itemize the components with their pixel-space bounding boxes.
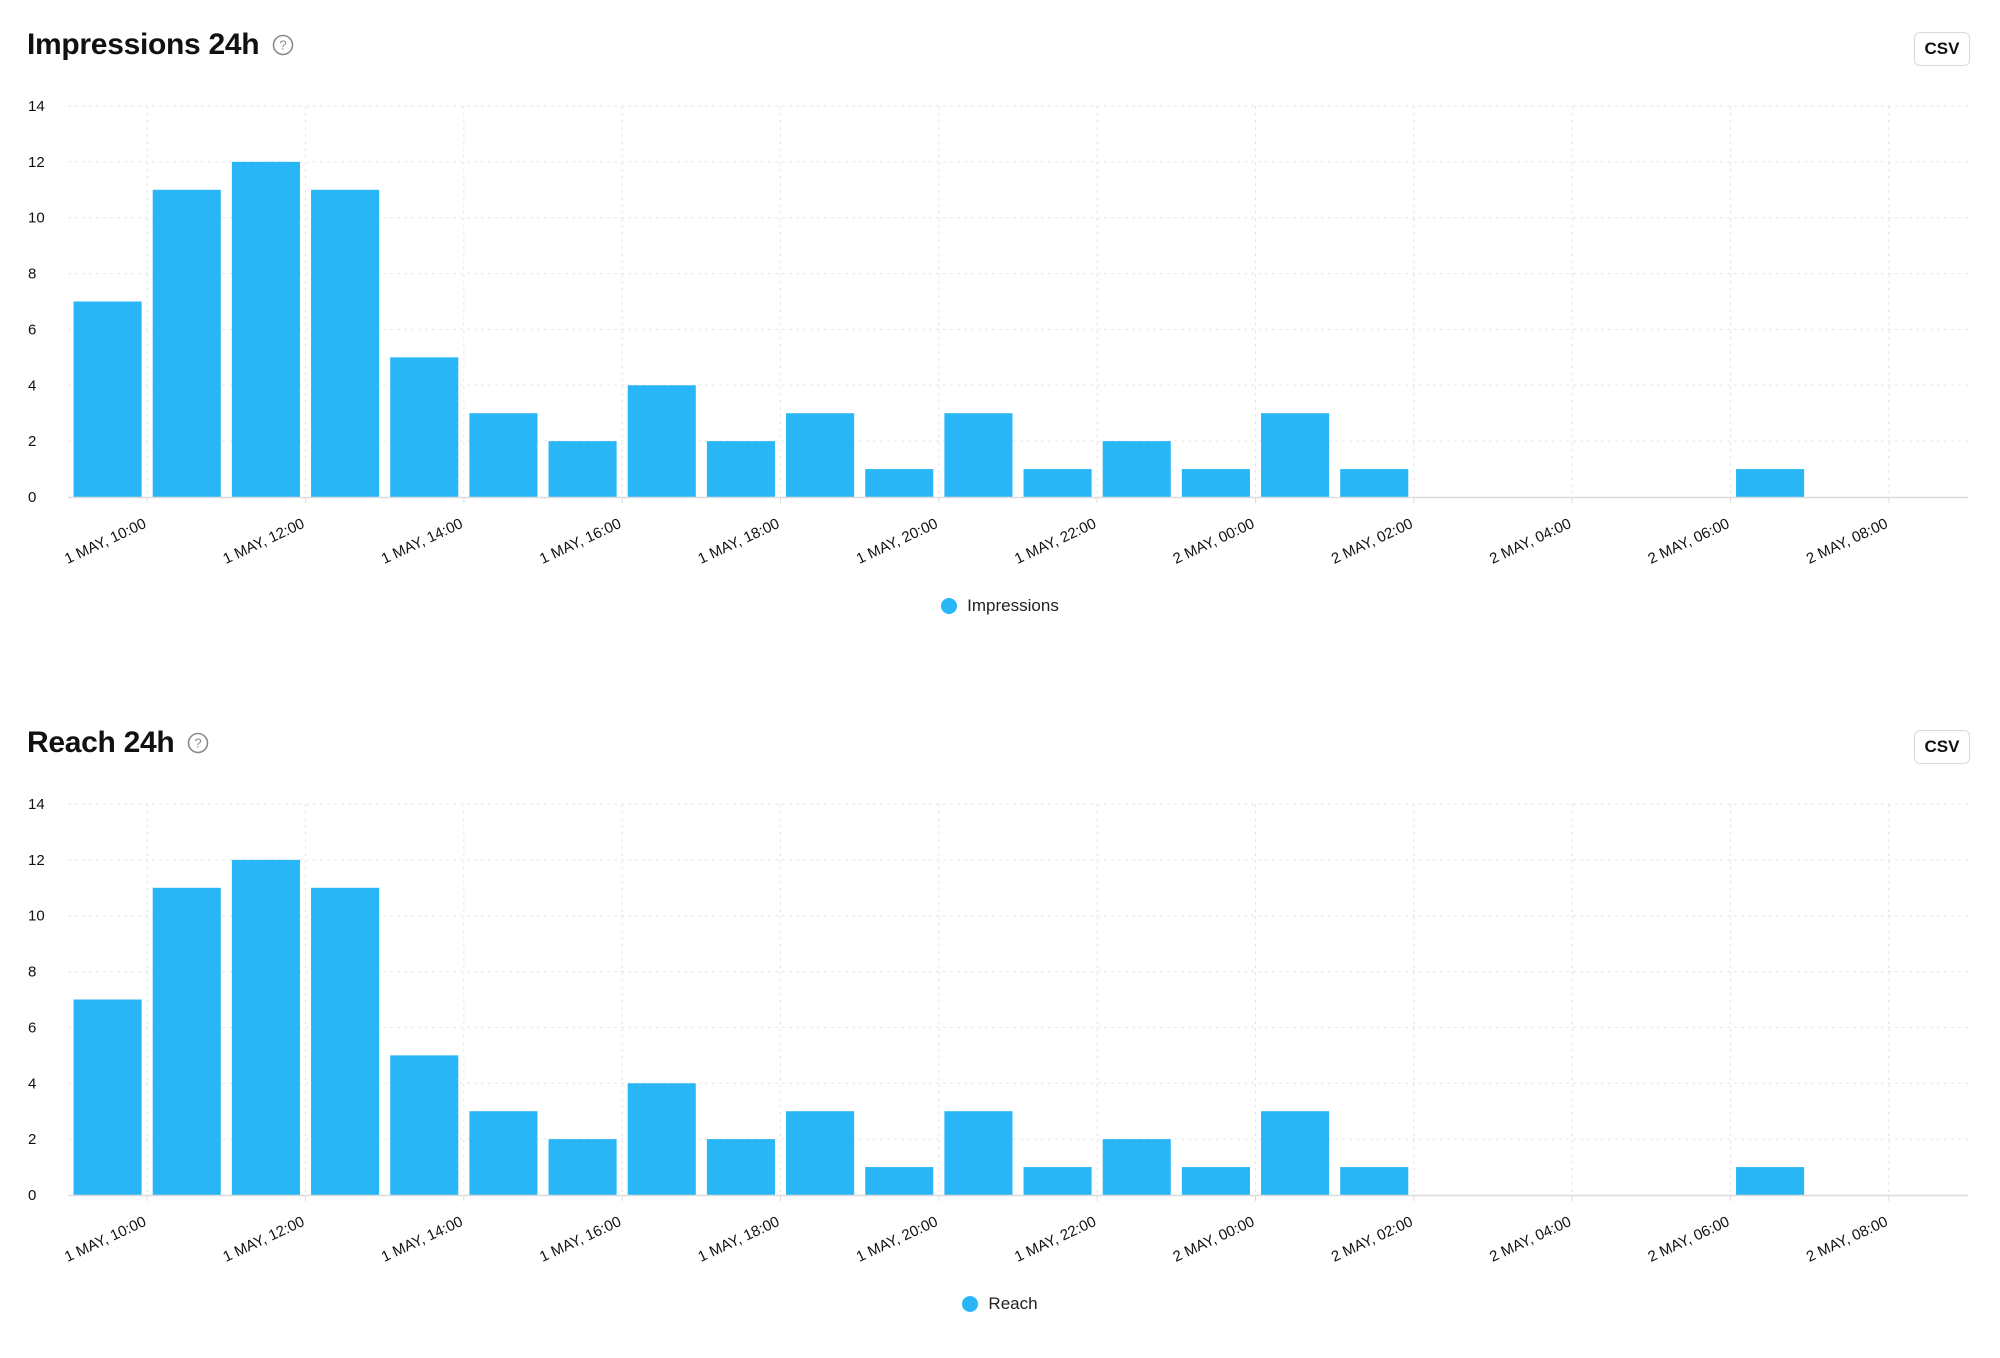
bar[interactable] [786, 1111, 855, 1195]
panel-title: Reach 24h [27, 726, 175, 759]
bar[interactable] [865, 469, 934, 497]
bar[interactable] [1181, 1167, 1250, 1195]
bar[interactable] [152, 189, 221, 497]
y-tick-label: 4 [28, 1075, 36, 1092]
bar[interactable] [1023, 469, 1092, 497]
bar[interactable] [1102, 1139, 1171, 1195]
reach-panel: Reach 24h ? CSV 0 2 4 6 8 10 12 14 1 MAY, 10:00 1… [0, 698, 2000, 1358]
x-tick-label: 2 MAY, 04:00 [1487, 515, 1574, 568]
reach-bar-chart: 0 2 4 6 8 10 12 14 1 MAY, 10:00 1 MAY, 12:00 1 MAY… [28, 796, 1968, 1266]
legend-swatch [941, 598, 958, 614]
bar[interactable] [944, 413, 1013, 497]
bar[interactable] [786, 413, 855, 497]
x-tick-label: 1 MAY, 10:00 [62, 1213, 149, 1266]
y-tick-label: 0 [28, 1187, 36, 1204]
bar[interactable] [1340, 1167, 1409, 1195]
chart-legend: Reach [0, 1294, 2000, 1314]
bar[interactable] [1261, 1111, 1330, 1195]
x-tick-label: 1 MAY, 18:00 [695, 515, 782, 568]
x-tick-label: 1 MAY, 14:00 [379, 1213, 466, 1266]
x-tick-label: 2 MAY, 00:00 [1170, 1213, 1257, 1266]
legend-swatch [962, 1296, 979, 1312]
x-tick-label: 2 MAY, 02:00 [1329, 1213, 1416, 1266]
y-tick-label: 14 [28, 98, 45, 115]
x-tick-label: 1 MAY, 22:00 [1012, 515, 1099, 568]
y-tick-label: 0 [28, 489, 36, 506]
bar[interactable] [1102, 441, 1171, 497]
x-tick-label: 2 MAY, 08:00 [1804, 515, 1891, 568]
y-tick-label: 12 [28, 154, 45, 171]
bar[interactable] [548, 441, 617, 497]
bar[interactable] [469, 413, 538, 497]
y-tick-label: 8 [28, 266, 36, 283]
x-tick-label: 2 MAY, 06:00 [1645, 515, 1732, 568]
bar[interactable] [231, 859, 300, 1195]
y-tick-label: 6 [28, 1019, 36, 1036]
impressions-panel: Impressions 24h ? CSV 0 2 4 6 8 10 12 14 1 MAY, … [0, 0, 2000, 660]
bar[interactable] [944, 1111, 1013, 1195]
x-tick-label: 1 MAY, 16:00 [537, 515, 624, 568]
bar[interactable] [706, 441, 775, 497]
x-tick-label: 1 MAY, 10:00 [62, 515, 149, 568]
panel-header: Impressions 24h ? [27, 28, 295, 62]
x-tick-label: 2 MAY, 08:00 [1804, 1213, 1891, 1266]
x-tick-label: 1 MAY, 14:00 [379, 515, 466, 568]
bar[interactable] [311, 189, 380, 497]
x-tick-label: 1 MAY, 20:00 [854, 1213, 941, 1266]
x-tick-label: 2 MAY, 00:00 [1170, 515, 1257, 568]
x-tick-label: 1 MAY, 22:00 [1012, 1213, 1099, 1266]
bar[interactable] [1736, 1167, 1805, 1195]
bar[interactable] [1181, 469, 1250, 497]
bar[interactable] [706, 1139, 775, 1195]
x-tick-label: 2 MAY, 06:00 [1645, 1213, 1732, 1266]
bar[interactable] [548, 1139, 617, 1195]
y-tick-label: 10 [28, 210, 45, 227]
bar[interactable] [231, 161, 300, 497]
x-tick-label: 2 MAY, 02:00 [1329, 515, 1416, 568]
x-tick-label: 1 MAY, 20:00 [854, 515, 941, 568]
x-tick-label: 1 MAY, 12:00 [220, 515, 307, 568]
bar[interactable] [390, 357, 459, 497]
chart-legend: Impressions [0, 596, 2000, 616]
legend-label: Reach [988, 1294, 1038, 1313]
bar[interactable] [73, 999, 142, 1196]
bar[interactable] [1340, 469, 1409, 497]
bar[interactable] [627, 385, 696, 497]
x-tick-label: 1 MAY, 18:00 [695, 1213, 782, 1266]
csv-download-button[interactable]: CSV [1914, 730, 1970, 764]
bar[interactable] [469, 1111, 538, 1195]
bar[interactable] [152, 887, 221, 1195]
panel-title: Impressions 24h [27, 28, 260, 61]
svg-text:?: ? [280, 38, 287, 53]
bar[interactable] [1261, 413, 1330, 497]
bar[interactable] [865, 1167, 934, 1195]
bar[interactable] [627, 1083, 696, 1195]
y-tick-label: 10 [28, 908, 45, 925]
y-tick-label: 2 [28, 1131, 36, 1148]
impressions-bar-chart: 0 2 4 6 8 10 12 14 1 MAY, 10:00 1 MAY, 12:00 1 MAY… [28, 98, 1968, 568]
legend-label: Impressions [967, 596, 1059, 615]
y-tick-label: 12 [28, 852, 45, 869]
y-tick-label: 4 [28, 377, 36, 394]
svg-text:?: ? [195, 736, 202, 751]
bar[interactable] [390, 1055, 459, 1195]
x-tick-label: 1 MAY, 16:00 [537, 1213, 624, 1266]
question-circle-icon[interactable]: ? [271, 33, 295, 57]
question-circle-icon[interactable]: ? [186, 731, 210, 755]
panel-header: Reach 24h ? [27, 726, 210, 760]
y-tick-label: 14 [28, 796, 45, 813]
bar[interactable] [1736, 469, 1805, 497]
y-tick-label: 8 [28, 964, 36, 981]
bar[interactable] [73, 301, 142, 498]
bar[interactable] [311, 887, 380, 1195]
bar[interactable] [1023, 1167, 1092, 1195]
y-tick-label: 2 [28, 433, 36, 450]
y-tick-label: 6 [28, 321, 36, 338]
x-tick-label: 1 MAY, 12:00 [220, 1213, 307, 1266]
csv-download-button[interactable]: CSV [1914, 32, 1970, 66]
x-tick-label: 2 MAY, 04:00 [1487, 1213, 1574, 1266]
